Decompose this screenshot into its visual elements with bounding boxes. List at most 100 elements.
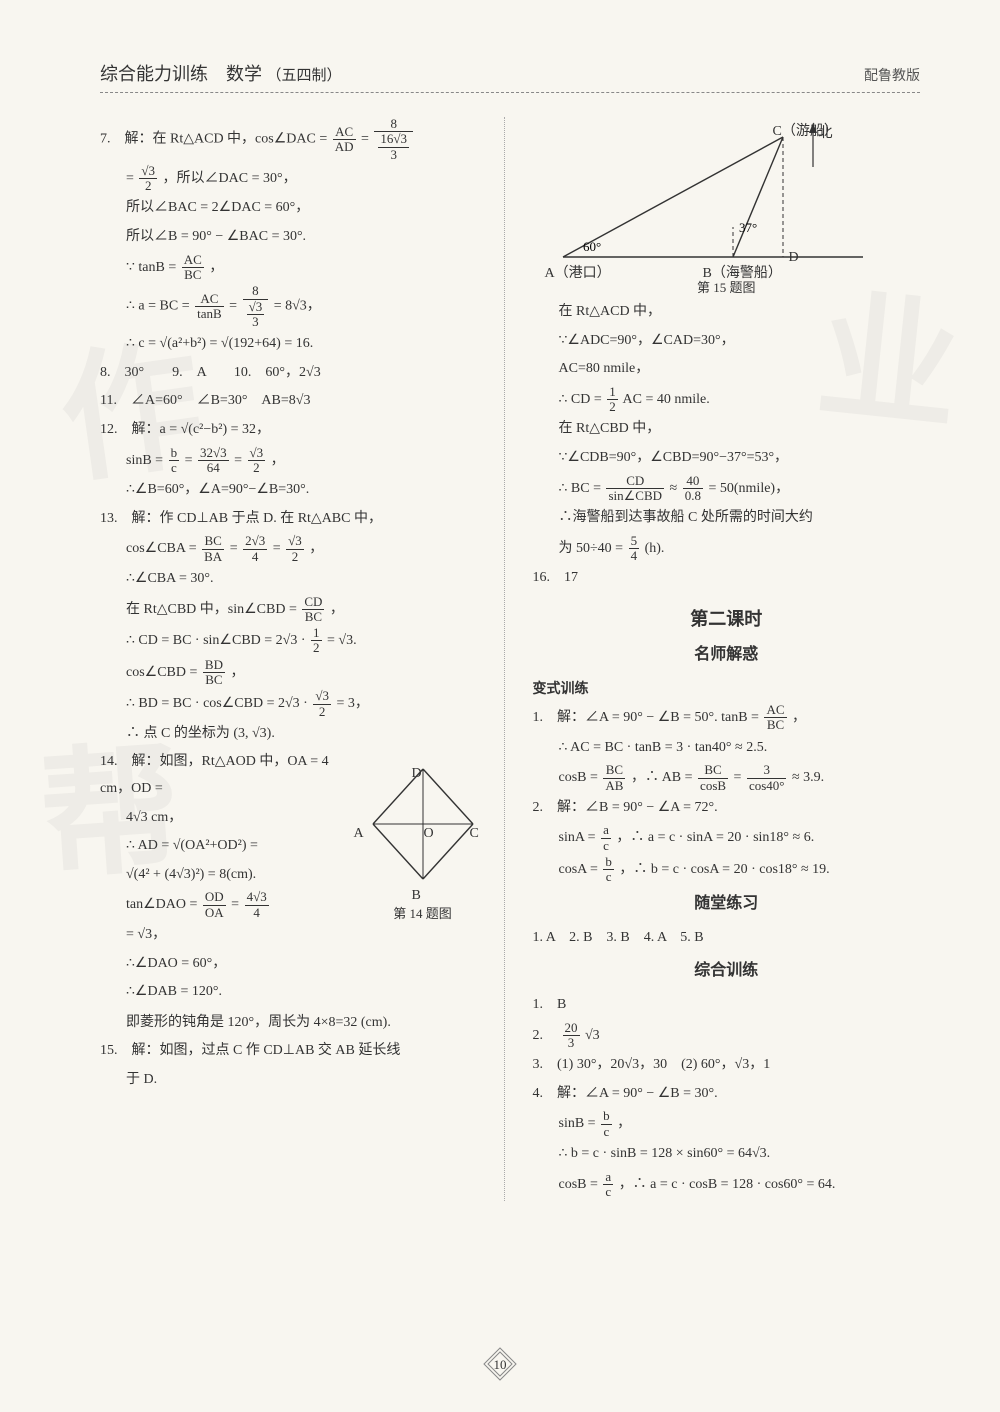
title-sub: （五四制） [267, 68, 342, 84]
q13-line: cos∠CBD = BDBC ， [100, 658, 488, 688]
fraction: ac [601, 1170, 615, 1200]
q15-line: 于 D. [100, 1067, 488, 1094]
q7-line: ∴ a = BC = ACtanB = 8√33 = 8√3， [100, 284, 488, 329]
fraction: 400.8 [681, 474, 705, 504]
q14-line: √(4² + (4√3)²) = 8(cm). [100, 862, 350, 889]
text: sinA = [559, 831, 600, 846]
q13-line: cos∠CBA = BCBA = 2√34 = √32 ， [100, 534, 488, 564]
r-line: 在 Rt△CBD 中， [533, 416, 921, 443]
text: 为 50÷40 = [559, 541, 627, 556]
section-2-title: 第二课时 [533, 602, 921, 636]
svg-text:37°: 37° [739, 220, 757, 235]
text: 1. 解：∠A = 90° − ∠B = 50°. tanB = [533, 710, 763, 725]
q14-line: 4√3 cm， [100, 805, 350, 832]
text: ， [209, 260, 223, 275]
text: ， [792, 710, 806, 725]
two-column-layout: 7. 解：在 Rt△ACD 中，cos∠DAC = ACAD = 816√33 … [100, 117, 920, 1201]
v1-line: 1. 解：∠A = 90° − ∠B = 50°. tanB = ACBC ， [533, 703, 921, 733]
r-line: 为 50÷40 = 54 (h). [533, 534, 921, 564]
q13-line: ∴∠CBA = 30°. [100, 566, 488, 593]
text: ∵ tanB = [126, 260, 180, 275]
r-line: AC=80 nmile， [533, 356, 921, 383]
text: √3 [585, 1028, 600, 1043]
text: ，∴ b = c · cosA = 20 · cos18° ≈ 19. [619, 862, 829, 877]
text: ， [330, 602, 344, 617]
text: = 50(nmile)， [708, 481, 789, 496]
q13-line: ∴ CD = BC · sin∠CBD = 2√3 · 12 = √3. [100, 626, 488, 656]
fraction: 12 [605, 385, 620, 415]
text: = [734, 770, 745, 785]
q7-line: 所以∠B = 90° − ∠BAC = 30°. [100, 224, 488, 251]
fraction: 4√34 [243, 890, 271, 920]
label-D: D [789, 245, 799, 272]
label-A: A [354, 821, 364, 848]
fraction: ACBC [180, 253, 206, 283]
fraction: 32√364 [196, 446, 231, 476]
text: ∴ CD = [559, 392, 606, 407]
q13-line: ∴ BD = BC · cos∠CBD = 2√3 · √32 = 3， [100, 689, 488, 719]
fraction: ACBC [762, 703, 788, 733]
q11: 11. ∠A=60° ∠B=30° AB=8√3 [100, 388, 488, 415]
q13-line: ∴ 点 C 的坐标为 (3, √3). [100, 721, 488, 748]
q15-caption: 第 15 题图 [533, 276, 921, 301]
header-title: 综合能力训练 数学 （五四制） [100, 60, 342, 86]
fraction: 8√33 [241, 284, 271, 329]
text: = [229, 299, 240, 314]
r16: 16. 17 [533, 565, 921, 592]
q14-caption: 第 14 题图 [358, 902, 488, 927]
fraction: BDBC [201, 658, 227, 688]
label-O: O [424, 821, 434, 848]
text: ∴ a = BC = [126, 299, 193, 314]
text: sinB = [126, 453, 167, 468]
text: = 3， [336, 696, 368, 711]
q7-line: ∵ tanB = ACBC ， [100, 253, 488, 283]
text: ， [617, 1116, 631, 1131]
text: ∴ CD = BC · sin∠CBD = 2√3 · [126, 633, 309, 648]
text: = √3. [327, 633, 357, 648]
fraction: ODOA [201, 890, 228, 920]
q14-line: ∴ AD = √(OA²+OD²) = [100, 833, 350, 860]
classroom-practice: 随堂练习 [533, 889, 921, 919]
fraction: 816√33 [372, 117, 415, 162]
text: ≈ 3.9. [792, 770, 824, 785]
page-number: 10 [494, 1357, 507, 1373]
v2-line: 2. 解：∠B = 90° − ∠A = 72°. [533, 795, 921, 822]
text: ∴ BC = [559, 481, 605, 496]
fraction: bc [167, 446, 182, 476]
q15-line: 15. 解：如图，过点 C 作 CD⊥AB 交 AB 延长线 [100, 1038, 488, 1065]
fraction: √32 [137, 164, 159, 194]
fraction: 203 [561, 1021, 582, 1051]
fraction: CDBC [300, 595, 326, 625]
z4-line: 4. 解：∠A = 90° − ∠B = 30°. [533, 1081, 921, 1108]
fraction: 12 [309, 626, 324, 656]
z3: 3. (1) 30°，20√3，30 (2) 60°，√3，1 [533, 1052, 921, 1079]
q14-line: tan∠DAO = ODOA = 4√34 [100, 890, 350, 920]
header-right: 配鲁教版 [864, 65, 920, 85]
v1-line: cosB = BCAB ，∴ AB = BCcosB = 3cos40° ≈ 3… [533, 763, 921, 793]
stlx-answers: 1. A 2. B 3. B 4. A 5. B [533, 925, 921, 952]
q13-line: 在 Rt△CBD 中，sin∠CBD = CDBC ， [100, 595, 488, 625]
label-north: 北 [819, 121, 833, 148]
v2-line: sinA = ac ，∴ a = c · sinA = 20 · sin18° … [533, 823, 921, 853]
r-line: ∵∠ADC=90°，∠CAD=30°， [533, 328, 921, 355]
z4-line: ∴ b = c · sinB = 128 × sin60° = 64√3. [533, 1141, 921, 1168]
text: ， [271, 453, 285, 468]
text: = [230, 541, 241, 556]
text: cosB = [559, 770, 602, 785]
q13-line: 13. 解：作 CD⊥AB 于点 D. 在 Rt△ABC 中， [100, 506, 488, 533]
text: cosA = [559, 862, 602, 877]
q14-line: 14. 解：如图，Rt△AOD 中，OA = 4 cm，OD = [100, 749, 350, 802]
fraction: BCAB [601, 763, 627, 793]
text: (h). [645, 541, 665, 556]
svg-text:60°: 60° [583, 239, 601, 254]
q7-line: 7. 解：在 Rt△ACD 中，cos∠DAC = ACAD = 816√33 [100, 117, 488, 162]
q7-line: 所以∠BAC = 2∠DAC = 60°， [100, 195, 488, 222]
text: ≈ [670, 481, 681, 496]
text: tan∠DAO = [126, 897, 201, 912]
text: ， [230, 665, 244, 680]
text: 在 Rt△CBD 中，sin∠CBD = [126, 602, 300, 617]
text: AC = 40 nmile. [623, 392, 710, 407]
fraction: 54 [627, 534, 642, 564]
label-D: D [412, 761, 422, 788]
r-line: ∴海警船到达事故船 C 处所需的时间大约 [533, 505, 921, 532]
